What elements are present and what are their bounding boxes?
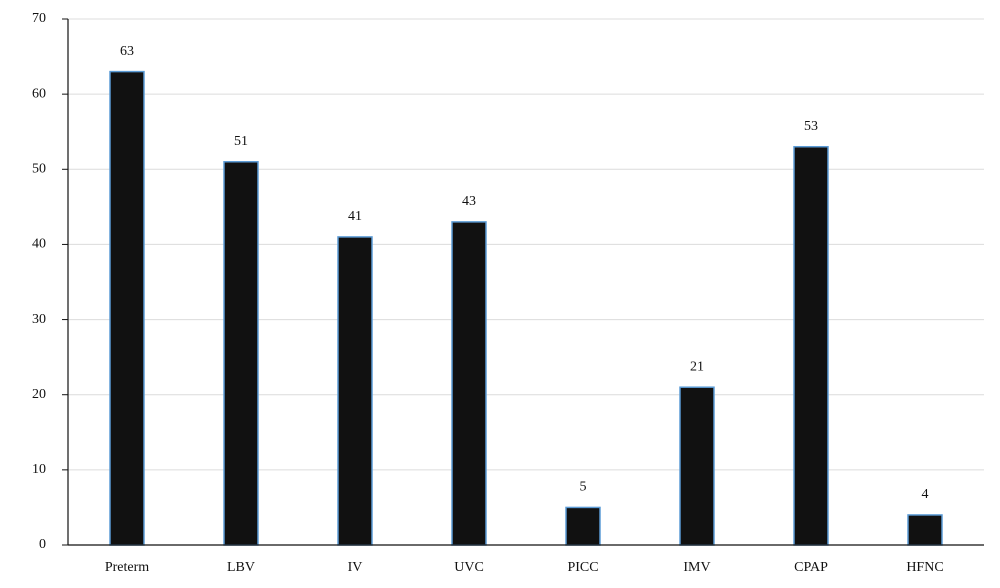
- data-label: 5: [580, 480, 587, 495]
- data-label: 63: [120, 44, 134, 59]
- data-label: 51: [234, 134, 248, 149]
- x-tick-label: PICC: [567, 560, 598, 575]
- data-label: 53: [804, 119, 818, 134]
- y-tick-label: 20: [32, 387, 46, 402]
- data-label: 43: [462, 194, 476, 209]
- y-tick-label: 60: [32, 86, 46, 101]
- x-tick-label: LBV: [227, 560, 255, 575]
- bar: [223, 161, 259, 546]
- y-tick-label: 70: [32, 11, 46, 26]
- bar: [679, 386, 715, 546]
- y-tick-label: 30: [32, 312, 46, 327]
- bar: [451, 221, 487, 546]
- x-tick-label: HFNC: [906, 560, 943, 575]
- y-tick-label: 50: [32, 162, 46, 177]
- bar: [337, 236, 373, 546]
- x-tick-label: UVC: [454, 560, 484, 575]
- bar: [565, 506, 601, 546]
- x-tick-label: IMV: [683, 560, 710, 575]
- x-tick-label: CPAP: [794, 560, 828, 575]
- bar: [907, 514, 943, 546]
- bar: [109, 70, 145, 546]
- bar: [793, 145, 829, 546]
- y-tick-label: 10: [32, 462, 46, 477]
- y-tick-label: 0: [39, 537, 46, 552]
- data-label: 21: [690, 359, 704, 374]
- x-tick-label: Preterm: [105, 560, 149, 575]
- x-tick-label: IV: [348, 560, 363, 575]
- y-tick-label: 40: [32, 237, 46, 252]
- data-label: 4: [922, 487, 929, 502]
- data-label: 41: [348, 209, 362, 224]
